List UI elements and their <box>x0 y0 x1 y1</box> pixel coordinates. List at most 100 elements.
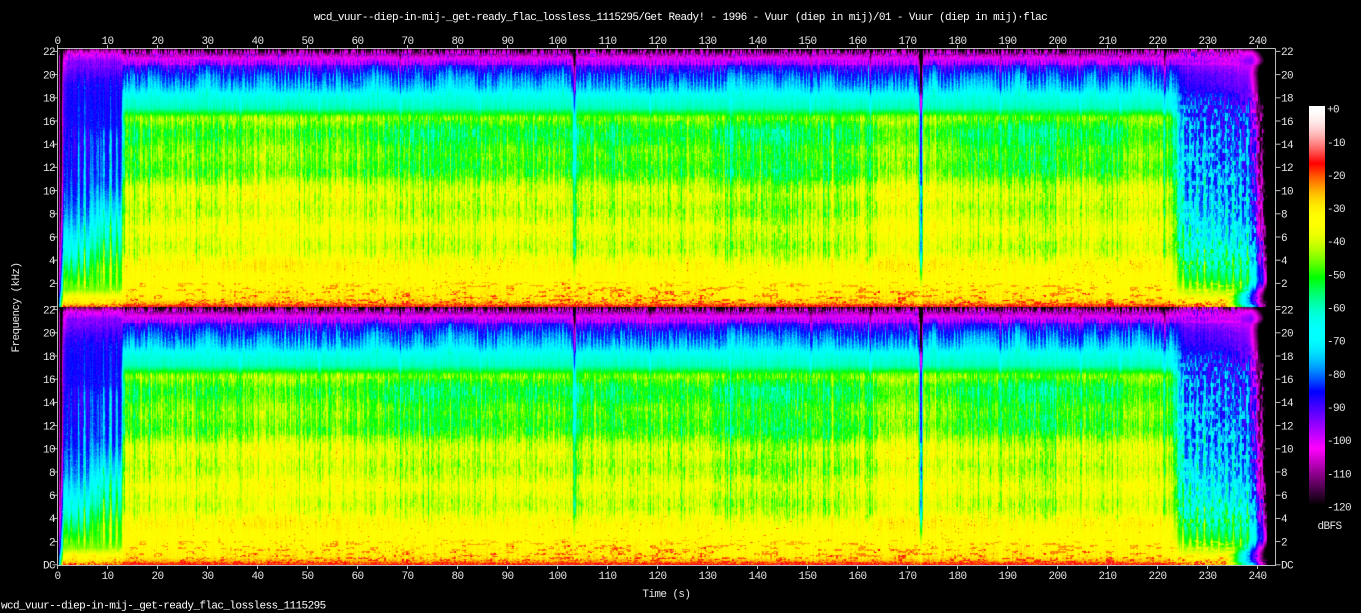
svg-text:-120: -120 <box>1327 502 1351 514</box>
svg-text:0: 0 <box>54 36 60 48</box>
svg-text:210: 210 <box>1098 571 1116 583</box>
svg-text:16: 16 <box>43 375 55 387</box>
svg-text:-30: -30 <box>1327 204 1345 216</box>
svg-text:Time (s): Time (s) <box>642 589 690 601</box>
svg-text:12: 12 <box>1281 421 1293 433</box>
svg-text:12: 12 <box>43 421 55 433</box>
svg-text:0: 0 <box>54 571 60 583</box>
svg-text:4: 4 <box>49 256 56 268</box>
svg-text:190: 190 <box>998 571 1016 583</box>
svg-text:8: 8 <box>49 210 55 222</box>
svg-text:16: 16 <box>1281 117 1293 129</box>
svg-text:160: 160 <box>848 571 866 583</box>
svg-text:22: 22 <box>1281 305 1293 317</box>
svg-text:40: 40 <box>251 571 263 583</box>
svg-text:20: 20 <box>1281 70 1293 82</box>
svg-text:240: 240 <box>1248 36 1266 48</box>
svg-text:20: 20 <box>43 329 55 341</box>
svg-text:12: 12 <box>43 163 55 175</box>
svg-text:80: 80 <box>451 571 463 583</box>
svg-text:14: 14 <box>1281 398 1294 410</box>
svg-text:150: 150 <box>798 571 816 583</box>
svg-text:6: 6 <box>49 233 55 245</box>
svg-text:230: 230 <box>1198 36 1216 48</box>
svg-text:wcd_vuur--diep-in-mij-_get-rea: wcd_vuur--diep-in-mij-_get-ready_flac_lo… <box>314 12 1047 24</box>
svg-text:-100: -100 <box>1327 436 1351 448</box>
svg-text:2: 2 <box>1281 537 1287 549</box>
svg-text:18: 18 <box>1281 94 1293 106</box>
svg-text:180: 180 <box>948 571 966 583</box>
svg-text:DC: DC <box>1281 561 1294 573</box>
svg-text:2: 2 <box>49 537 55 549</box>
svg-text:100: 100 <box>548 36 566 48</box>
svg-text:160: 160 <box>848 36 866 48</box>
svg-text:40: 40 <box>251 36 263 48</box>
svg-text:4: 4 <box>1281 514 1288 526</box>
svg-text:120: 120 <box>648 36 666 48</box>
svg-text:18: 18 <box>43 352 55 364</box>
svg-text:220: 220 <box>1148 36 1166 48</box>
svg-text:140: 140 <box>748 36 766 48</box>
svg-text:6: 6 <box>49 491 55 503</box>
svg-text:4: 4 <box>1281 256 1288 268</box>
svg-text:10: 10 <box>1281 445 1293 457</box>
svg-text:16: 16 <box>1281 375 1293 387</box>
svg-text:20: 20 <box>1281 329 1293 341</box>
svg-text:-80: -80 <box>1327 370 1345 382</box>
svg-text:10: 10 <box>101 571 113 583</box>
svg-text:-40: -40 <box>1327 237 1345 249</box>
svg-text:110: 110 <box>598 36 616 48</box>
svg-text:18: 18 <box>43 94 55 106</box>
svg-text:22: 22 <box>43 47 55 59</box>
svg-text:wcd_vuur--diep-in-mij-_get-rea: wcd_vuur--diep-in-mij-_get-ready_flac_lo… <box>1 601 326 613</box>
svg-text:240: 240 <box>1248 571 1266 583</box>
svg-text:110: 110 <box>598 571 616 583</box>
svg-text:12: 12 <box>1281 163 1293 175</box>
svg-text:14: 14 <box>1281 140 1294 152</box>
svg-text:20: 20 <box>151 36 163 48</box>
svg-text:22: 22 <box>43 305 55 317</box>
svg-text:6: 6 <box>1281 491 1287 503</box>
svg-text:16: 16 <box>43 117 55 129</box>
svg-text:170: 170 <box>898 571 916 583</box>
svg-text:180: 180 <box>948 36 966 48</box>
svg-text:90: 90 <box>501 571 513 583</box>
svg-text:20: 20 <box>43 70 55 82</box>
svg-text:DC: DC <box>43 561 56 573</box>
svg-text:90: 90 <box>501 36 513 48</box>
svg-text:30: 30 <box>201 571 213 583</box>
svg-text:6: 6 <box>1281 233 1287 245</box>
svg-text:130: 130 <box>698 36 716 48</box>
svg-text:50: 50 <box>301 36 313 48</box>
svg-text:10: 10 <box>1281 186 1293 198</box>
svg-text:-70: -70 <box>1327 337 1345 349</box>
svg-text:-110: -110 <box>1327 469 1351 481</box>
svg-text:8: 8 <box>1281 210 1287 222</box>
svg-text:8: 8 <box>49 468 55 480</box>
svg-text:+0: +0 <box>1327 105 1339 117</box>
svg-text:210: 210 <box>1098 36 1116 48</box>
svg-text:2: 2 <box>49 279 55 291</box>
svg-text:10: 10 <box>43 445 55 457</box>
svg-text:2: 2 <box>1281 279 1287 291</box>
svg-text:70: 70 <box>401 571 413 583</box>
svg-text:10: 10 <box>43 186 55 198</box>
svg-text:8: 8 <box>1281 468 1287 480</box>
svg-text:20: 20 <box>151 571 163 583</box>
svg-text:4: 4 <box>49 514 56 526</box>
svg-text:18: 18 <box>1281 352 1293 364</box>
svg-text:200: 200 <box>1048 571 1066 583</box>
svg-text:-60: -60 <box>1327 304 1345 316</box>
svg-text:140: 140 <box>748 571 766 583</box>
svg-text:-90: -90 <box>1327 403 1345 415</box>
svg-text:150: 150 <box>798 36 816 48</box>
svg-text:190: 190 <box>998 36 1016 48</box>
svg-text:60: 60 <box>351 571 363 583</box>
svg-text:230: 230 <box>1198 571 1216 583</box>
svg-text:30: 30 <box>201 36 213 48</box>
svg-text:10: 10 <box>101 36 113 48</box>
svg-text:170: 170 <box>898 36 916 48</box>
svg-text:120: 120 <box>648 571 666 583</box>
svg-text:-10: -10 <box>1327 138 1345 150</box>
svg-text:130: 130 <box>698 571 716 583</box>
